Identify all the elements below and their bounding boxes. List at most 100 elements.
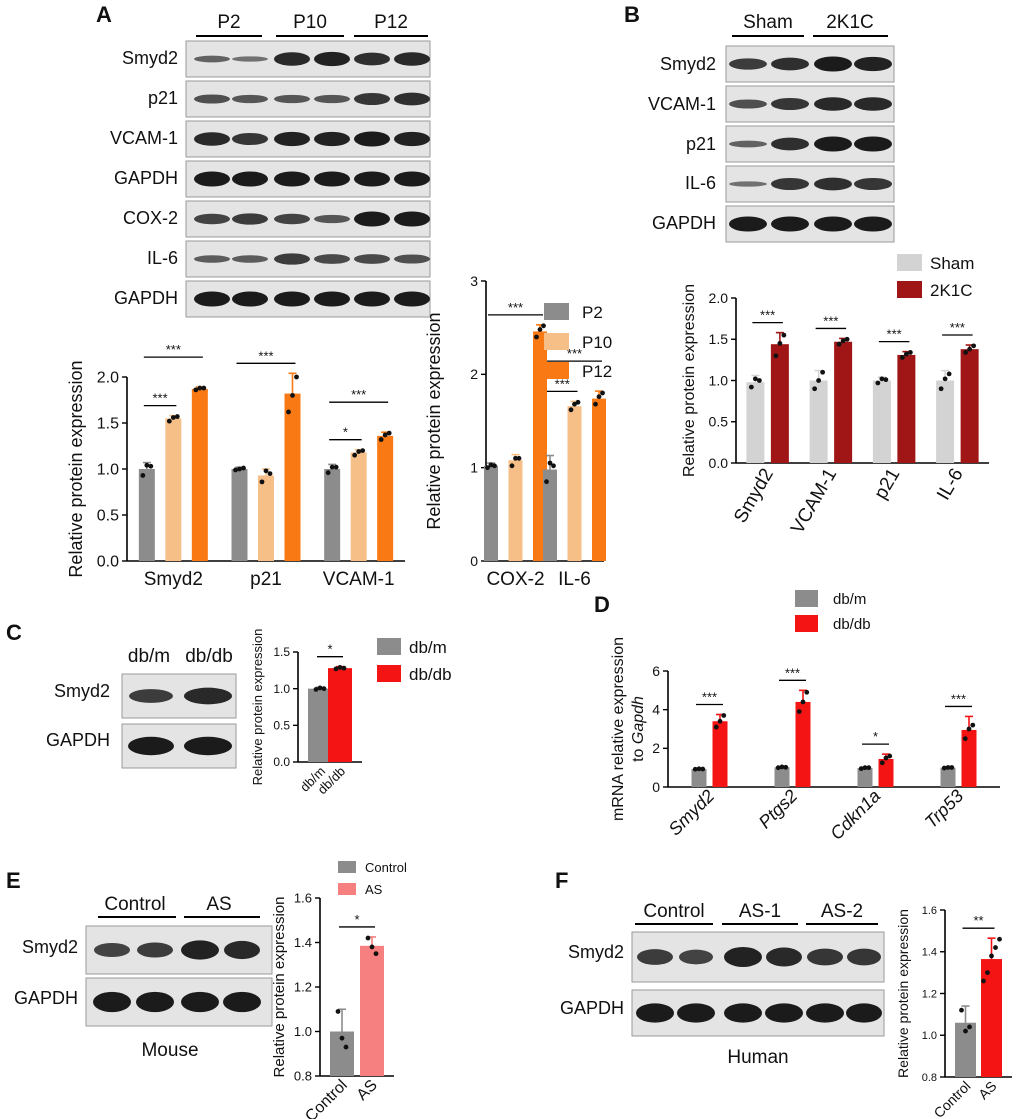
data-point — [804, 689, 810, 695]
significance-label: *** — [702, 690, 717, 705]
y-tick-label: 1.6 — [294, 891, 312, 906]
blot-label: Smyd2 — [22, 937, 78, 957]
blot-strip — [725, 125, 895, 163]
data-point — [938, 386, 944, 392]
data-point — [356, 449, 362, 454]
group-label-p12: P12 — [374, 12, 408, 33]
y-tick-label: 2.0 — [709, 290, 729, 306]
data-point — [941, 765, 947, 771]
significance-label: * — [873, 729, 878, 744]
blot-band — [136, 991, 174, 1013]
y-axis-label: Relative protein expression — [424, 312, 444, 529]
blot-band — [766, 947, 802, 967]
y-tick-label: 1.4 — [922, 947, 937, 959]
significance-label: * — [343, 425, 348, 440]
y-tick-label: 1.2 — [922, 988, 937, 1000]
significance-label: * — [327, 642, 332, 657]
data-point — [985, 970, 990, 976]
y-tick-label: 0.0 — [273, 755, 290, 769]
data-point — [959, 1007, 964, 1013]
blot-band — [354, 211, 390, 227]
blot-band — [232, 94, 268, 104]
blot-band — [806, 1003, 844, 1023]
category-label: p21 — [870, 465, 904, 503]
y-tick-label: 4 — [652, 702, 660, 718]
chart-d: 0 2 4 6 mRNA relative expression to Gapdh Smyd… — [610, 637, 1000, 844]
blot-band — [854, 216, 892, 232]
blot-band — [274, 213, 310, 225]
legend-label-as: AS — [365, 882, 383, 897]
blot-label: VCAM-1 — [110, 128, 178, 148]
blot-band — [854, 56, 892, 72]
blot-strip — [185, 280, 431, 318]
panel-label-c: C — [6, 620, 22, 645]
significance-label: *** — [785, 665, 800, 680]
blot-band — [194, 55, 230, 63]
y-axis-label: Relative protein expression — [66, 360, 86, 577]
data-point — [862, 765, 868, 771]
blot-band — [765, 1003, 803, 1023]
data-point — [335, 1009, 341, 1014]
data-point — [800, 699, 806, 705]
blot-label: COX-2 — [123, 208, 178, 228]
data-point — [267, 471, 273, 476]
category-label: VCAM-1 — [323, 569, 395, 590]
data-point — [352, 452, 358, 458]
chart-b: 0.0 0.5 1.0 1.5 2.0 Relative protein expressi… — [681, 284, 989, 538]
legend-label-p12: P12 — [582, 362, 612, 381]
data-point — [752, 376, 758, 382]
blot-band — [771, 137, 809, 151]
chart-a2: 0 1 2 3 Relative protein expression COX-2 IL-6… — [424, 273, 606, 590]
blot-band — [274, 171, 310, 187]
data-point — [717, 718, 723, 724]
bar-charts: 0.0 0.5 1.0 1.5 2.0 Relative protein expressi… — [66, 273, 1012, 1119]
panel-label-f: F — [555, 868, 568, 893]
data-point — [879, 760, 885, 766]
bar — [872, 380, 891, 463]
blot-band — [137, 942, 173, 958]
data-point — [945, 765, 951, 770]
blot-band — [232, 213, 268, 225]
blot-strip — [725, 45, 895, 83]
bar — [712, 721, 728, 787]
blot-label: GAPDH — [652, 213, 716, 233]
category-label: Smyd2 — [730, 465, 778, 527]
bar — [774, 767, 790, 787]
data-point — [970, 722, 976, 728]
data-point — [575, 399, 581, 405]
bar — [484, 465, 498, 561]
data-point — [781, 332, 787, 338]
data-point — [816, 378, 822, 383]
bar — [328, 668, 352, 762]
legend-label-dbdb: db/db — [833, 616, 871, 633]
data-point — [509, 463, 515, 469]
data-point — [971, 343, 977, 349]
data-point — [963, 1028, 968, 1034]
bar — [960, 349, 979, 463]
group-label-p2: P2 — [217, 12, 240, 33]
legend-swatch-control — [338, 861, 356, 873]
blot-label: GAPDH — [46, 730, 110, 750]
legend-swatch-p2 — [544, 303, 569, 320]
data-point — [144, 462, 150, 468]
category-label: AS — [975, 1078, 1000, 1103]
y-tick-label: 0 — [470, 553, 478, 569]
data-point — [369, 944, 375, 950]
category-label: COX-2 — [486, 569, 544, 590]
bar — [897, 354, 916, 463]
blot-label: GAPDH — [114, 288, 178, 308]
group-label-as: AS — [206, 894, 231, 915]
blot-band — [194, 255, 230, 263]
chart-e: 0.8 1.0 1.2 1.4 1.6 Relative protein expressi… — [271, 891, 394, 1119]
bar — [795, 701, 811, 787]
blot-strip — [631, 931, 885, 983]
data-point — [534, 334, 539, 340]
y-tick-label: 1.4 — [294, 935, 312, 950]
legend-label-dbdb: db/db — [409, 665, 452, 684]
data-point — [989, 953, 994, 959]
blot-label: IL-6 — [147, 248, 178, 268]
y-tick-label: 3 — [470, 273, 478, 289]
blot-strip — [85, 925, 273, 975]
legend-swatch-p10 — [544, 333, 569, 350]
